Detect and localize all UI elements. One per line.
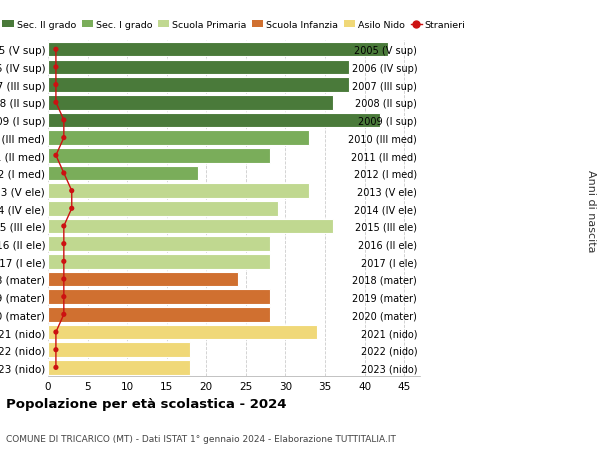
Bar	[48, 43, 388, 57]
Bar	[48, 61, 349, 75]
Bar	[48, 166, 199, 181]
Bar	[48, 113, 380, 128]
Point	[51, 152, 61, 160]
Point	[51, 346, 61, 353]
Text: Anni di nascita: Anni di nascita	[586, 170, 596, 252]
Bar	[48, 131, 309, 146]
Point	[59, 258, 68, 265]
Point	[51, 329, 61, 336]
Point	[51, 99, 61, 106]
Bar	[48, 149, 269, 163]
Point	[51, 82, 61, 89]
Text: COMUNE DI TRICARICO (MT) - Dati ISTAT 1° gennaio 2024 - Elaborazione TUTTITALIA.: COMUNE DI TRICARICO (MT) - Dati ISTAT 1°…	[6, 434, 396, 443]
Bar	[48, 237, 269, 252]
Point	[51, 46, 61, 54]
Bar	[48, 272, 238, 286]
Bar	[48, 255, 269, 269]
Point	[59, 241, 68, 248]
Point	[59, 117, 68, 124]
Text: Popolazione per età scolastica - 2024: Popolazione per età scolastica - 2024	[6, 397, 287, 410]
Bar	[48, 219, 333, 234]
Point	[59, 293, 68, 301]
Bar	[48, 325, 317, 340]
Bar	[48, 308, 269, 322]
Bar	[48, 343, 190, 357]
Bar	[48, 78, 349, 93]
Bar	[48, 360, 190, 375]
Legend: Sec. II grado, Sec. I grado, Scuola Primaria, Scuola Infanzia, Asilo Nido, Stran: Sec. II grado, Sec. I grado, Scuola Prim…	[2, 21, 466, 30]
Point	[59, 311, 68, 319]
Point	[59, 134, 68, 142]
Point	[67, 205, 77, 213]
Point	[51, 64, 61, 72]
Bar	[48, 202, 278, 216]
Bar	[48, 290, 269, 304]
Bar	[48, 96, 333, 110]
Point	[59, 170, 68, 177]
Point	[67, 188, 77, 195]
Point	[51, 364, 61, 371]
Point	[59, 223, 68, 230]
Point	[59, 276, 68, 283]
Bar	[48, 184, 309, 198]
